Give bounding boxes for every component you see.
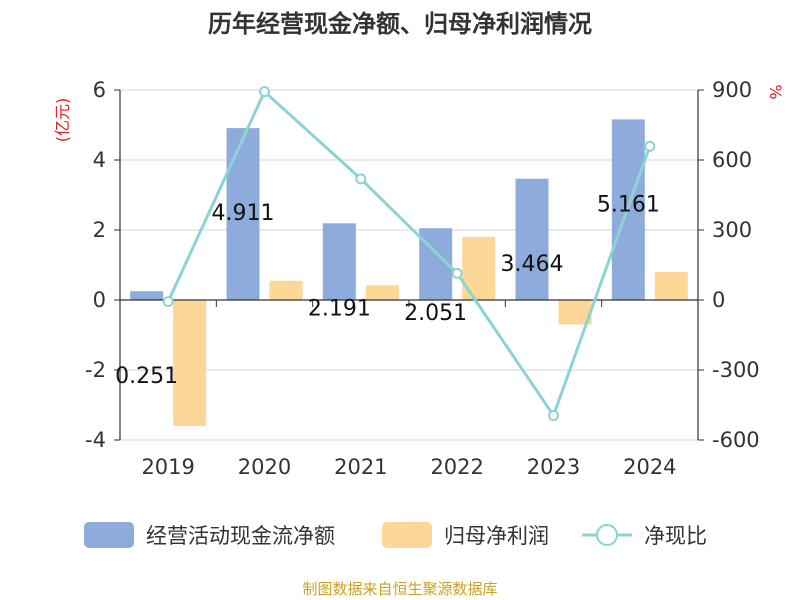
ratio-point xyxy=(355,173,367,185)
left-tick-label: -2 xyxy=(85,358,106,382)
bar-cashflow xyxy=(226,128,260,300)
bar-netprofit xyxy=(365,285,399,300)
x-tick-label: 2024 xyxy=(623,455,676,479)
right-axis-unit: % xyxy=(766,84,785,99)
gridlines xyxy=(120,89,698,441)
right-tick-label: 300 xyxy=(712,218,752,242)
legend-label-cashflow: 经营活动现金流净额 xyxy=(146,524,335,548)
left-axis-unit: (亿元) xyxy=(53,98,72,143)
bar-cashflow xyxy=(322,223,356,300)
data-label: 2.191 xyxy=(308,296,371,321)
left-tick-label: -4 xyxy=(85,428,106,452)
bar-netprofit xyxy=(269,280,303,300)
right-tick-label: 900 xyxy=(712,78,752,102)
x-tick-label: 2022 xyxy=(430,455,483,479)
bar-cashflow xyxy=(515,178,549,300)
x-tick-label: 2020 xyxy=(238,455,291,479)
ratio-point xyxy=(644,140,656,152)
left-tick-label: 4 xyxy=(93,148,106,172)
source-note: 制图数据来自恒生聚源数据库 xyxy=(302,580,497,598)
ratio-point xyxy=(162,296,174,308)
data-label: 3.464 xyxy=(501,252,564,277)
legend-swatch-cashflow xyxy=(84,522,134,548)
data-labels: 0.251 4.911 2.191 2.051 3.464 5.161 xyxy=(115,192,660,389)
ratio-point xyxy=(259,86,270,98)
data-label: 2.051 xyxy=(404,301,467,326)
x-tick-label: 2023 xyxy=(527,455,580,479)
bar-netprofit xyxy=(654,272,688,300)
chart-title: 历年经营现金净额、归母净利润情况 xyxy=(208,10,592,38)
left-tick-label: 0 xyxy=(93,288,106,312)
ratio-line-path xyxy=(166,89,652,419)
right-tick-label: -300 xyxy=(712,358,760,382)
ratio-point xyxy=(548,410,559,421)
legend-swatch-netprofit xyxy=(382,522,432,548)
right-tick-label: 600 xyxy=(712,148,752,172)
bar-netprofit xyxy=(173,300,207,426)
ratio-point xyxy=(451,267,463,279)
legend-swatch-ratio-marker xyxy=(596,524,618,546)
right-tick-label: -600 xyxy=(712,428,760,452)
left-tick-label: 6 xyxy=(93,78,106,102)
left-tick-label: 2 xyxy=(93,218,106,242)
legend-label-netprofit: 归母净利润 xyxy=(444,524,549,548)
x-tick-label: 2021 xyxy=(334,455,387,479)
x-tick-label: 2019 xyxy=(141,455,194,479)
right-tick-label: 0 xyxy=(712,288,725,312)
ratio-line xyxy=(162,86,656,421)
data-label: 0.251 xyxy=(115,364,178,389)
data-label: 5.161 xyxy=(597,192,660,217)
legend-label-ratio: 净现比 xyxy=(644,524,707,548)
legend: 经营活动现金流净额 归母净利润 净现比 xyxy=(84,522,707,548)
data-label: 4.911 xyxy=(212,201,275,226)
axes: 6 4 2 0 -2 -4 900 600 300 0 -300 -600 2019 2020 2021 20… xyxy=(85,78,760,479)
bar-cashflow xyxy=(130,291,164,300)
